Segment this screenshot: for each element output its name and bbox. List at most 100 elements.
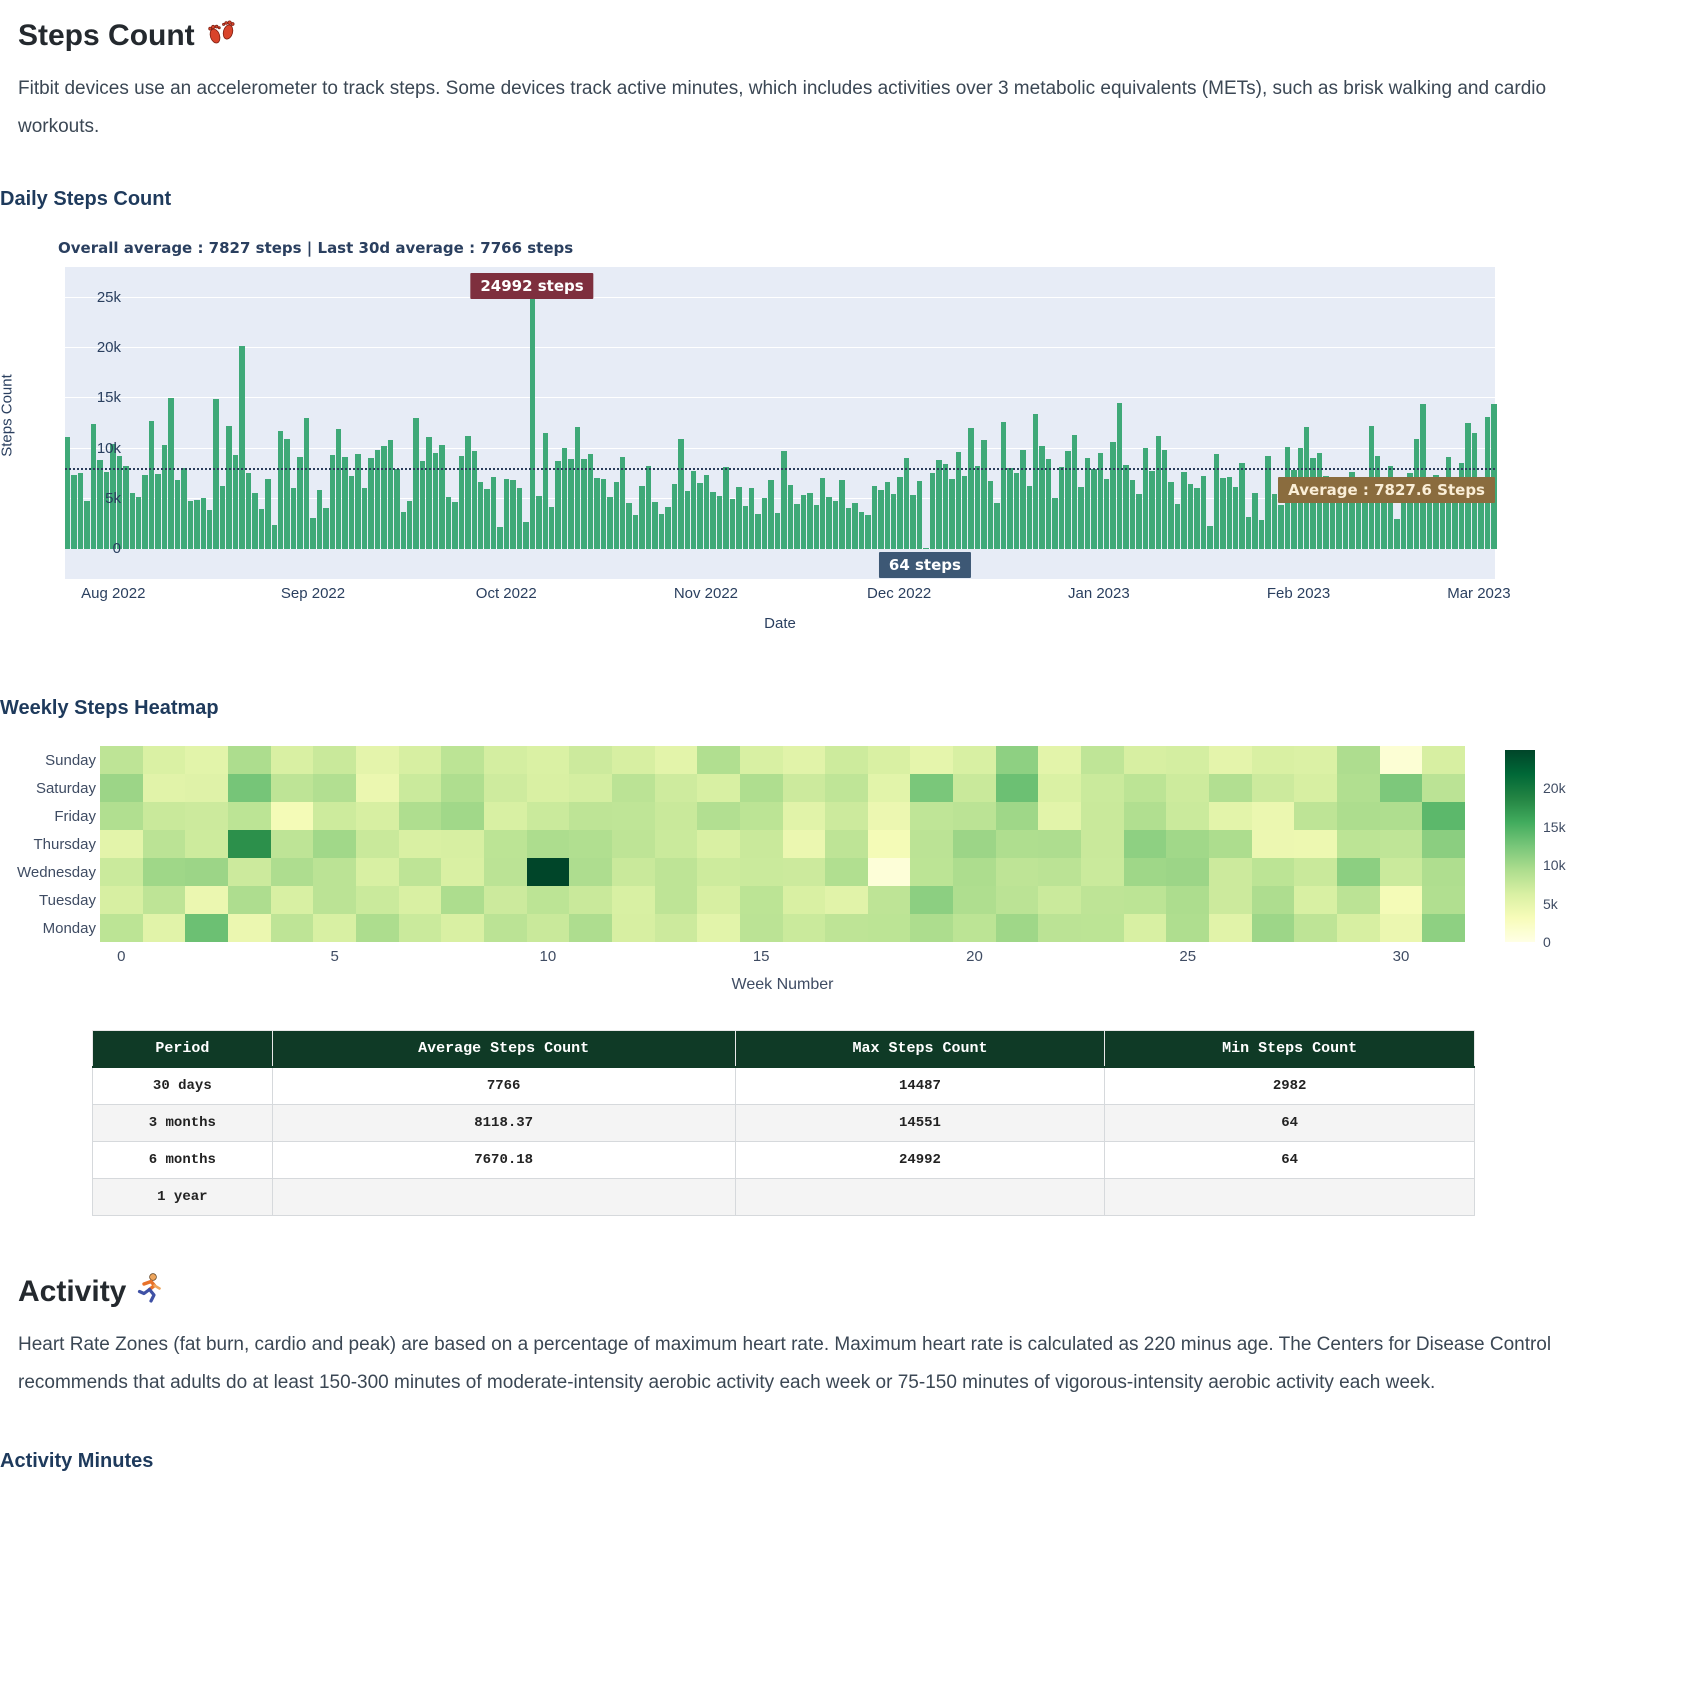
daily-step-bar[interactable] (697, 482, 703, 549)
daily-step-bar[interactable] (426, 436, 432, 549)
daily-step-bar[interactable] (600, 478, 607, 549)
daily-step-bar[interactable] (781, 450, 787, 549)
heatmap-cell[interactable] (270, 774, 314, 802)
heatmap-cell[interactable] (1081, 858, 1124, 886)
heatmap-cell[interactable] (526, 858, 570, 886)
daily-step-bar[interactable] (155, 473, 161, 549)
heatmap-cell[interactable] (953, 774, 996, 802)
heatmap-cell[interactable] (1209, 830, 1252, 858)
daily-step-bar[interactable] (961, 475, 968, 549)
daily-step-bar[interactable] (458, 455, 465, 549)
daily-step-bar[interactable] (445, 496, 452, 549)
heatmap-cell[interactable] (697, 858, 740, 886)
heatmap-cell[interactable] (1251, 830, 1295, 858)
heatmap-cell[interactable] (398, 914, 442, 942)
daily-step-bar[interactable] (213, 399, 219, 549)
heatmap-cell[interactable] (1379, 858, 1423, 886)
daily-step-bar[interactable] (1091, 468, 1097, 549)
heatmap-cell[interactable] (910, 774, 954, 802)
daily-step-bar[interactable] (97, 459, 103, 549)
daily-step-bar[interactable] (71, 474, 77, 549)
heatmap-cell[interactable] (1422, 886, 1465, 914)
daily-step-bar[interactable] (381, 445, 387, 549)
daily-step-bar[interactable] (858, 511, 865, 549)
daily-step-bar[interactable] (936, 459, 942, 549)
daily-step-bar[interactable] (723, 466, 729, 549)
daily-step-bar[interactable] (1110, 441, 1116, 549)
heatmap-cell[interactable] (953, 858, 996, 886)
daily-step-bar[interactable] (1245, 516, 1252, 549)
heatmap-cell[interactable] (995, 774, 1039, 802)
daily-step-bar[interactable] (639, 485, 645, 549)
heatmap-cell[interactable] (1422, 774, 1465, 802)
daily-step-bar[interactable] (987, 480, 994, 549)
heatmap-cell[interactable] (1337, 914, 1380, 942)
heatmap-cell[interactable] (441, 774, 484, 802)
heatmap-cell[interactable] (1251, 886, 1295, 914)
heatmap-cell[interactable] (1294, 774, 1338, 802)
daily-step-bar[interactable] (820, 477, 826, 549)
daily-step-bar[interactable] (490, 476, 497, 549)
daily-step-bar[interactable] (1233, 486, 1239, 549)
heatmap-cell[interactable] (1123, 858, 1167, 886)
heatmap-cell[interactable] (1209, 886, 1252, 914)
daily-step-bar[interactable] (419, 460, 426, 549)
daily-step-bar[interactable] (536, 495, 542, 549)
heatmap-cell[interactable] (782, 774, 826, 802)
heatmap-cell[interactable] (1337, 774, 1380, 802)
daily-step-bar[interactable] (749, 487, 755, 549)
daily-step-bar[interactable] (607, 496, 613, 549)
daily-step-bar[interactable] (258, 508, 265, 549)
daily-step-bar[interactable] (123, 465, 129, 549)
heatmap-cell[interactable] (526, 886, 570, 914)
heatmap-cell[interactable] (313, 830, 356, 858)
daily-step-bar[interactable] (84, 500, 90, 549)
heatmap-cell[interactable] (1251, 858, 1295, 886)
daily-step-bar[interactable] (1123, 464, 1129, 549)
heatmap-cell[interactable] (1294, 830, 1338, 858)
heatmap-cell[interactable] (1379, 802, 1423, 830)
heatmap-cell[interactable] (1337, 802, 1380, 830)
daily-step-bar[interactable] (1058, 466, 1065, 549)
daily-step-bar[interactable] (755, 513, 761, 549)
heatmap-cell[interactable] (1166, 830, 1210, 858)
daily-step-bar[interactable] (116, 455, 123, 549)
daily-step-bar[interactable] (1400, 479, 1407, 549)
daily-step-bar[interactable] (1323, 475, 1329, 549)
daily-step-bar[interactable] (129, 492, 135, 549)
heatmap-cell[interactable] (1038, 774, 1082, 802)
heatmap-cell[interactable] (1166, 802, 1210, 830)
daily-step-bar[interactable] (503, 478, 510, 549)
heatmap-cell[interactable] (1123, 914, 1167, 942)
heatmap-cell[interactable] (1123, 774, 1167, 802)
heatmap-cell[interactable] (1251, 774, 1295, 802)
heatmap-cell[interactable] (1038, 886, 1082, 914)
heatmap-cell[interactable] (441, 830, 484, 858)
heatmap-cell[interactable] (1081, 830, 1124, 858)
daily-step-bar[interactable] (710, 491, 716, 549)
daily-step-bar[interactable] (1116, 402, 1123, 549)
heatmap-cell[interactable] (1166, 774, 1210, 802)
heatmap-cell[interactable] (355, 830, 399, 858)
daily-step-bar[interactable] (1362, 478, 1368, 549)
daily-step-bar[interactable] (1194, 487, 1200, 549)
daily-step-bar[interactable] (452, 501, 458, 549)
daily-step-bar[interactable] (897, 476, 903, 549)
daily-step-bar[interactable] (665, 506, 671, 549)
daily-step-bar[interactable] (478, 481, 484, 549)
daily-step-bar[interactable] (542, 432, 548, 549)
heatmap-cell[interactable] (1251, 802, 1295, 830)
heatmap-cell[interactable] (1422, 802, 1465, 830)
heatmap-cell[interactable] (782, 886, 826, 914)
heatmap-cell[interactable] (1038, 802, 1082, 830)
daily-step-bar[interactable] (336, 428, 342, 549)
heatmap-cell[interactable] (1081, 802, 1124, 830)
daily-step-bar[interactable] (949, 478, 955, 549)
heatmap-cell[interactable] (739, 914, 783, 942)
daily-step-bar[interactable] (316, 489, 323, 549)
heatmap-cell[interactable] (227, 774, 271, 802)
daily-step-bar[interactable] (1329, 477, 1336, 549)
daily-step-bar[interactable] (690, 470, 697, 549)
heatmap-cell[interactable] (398, 802, 442, 830)
heatmap-cell[interactable] (100, 802, 143, 830)
